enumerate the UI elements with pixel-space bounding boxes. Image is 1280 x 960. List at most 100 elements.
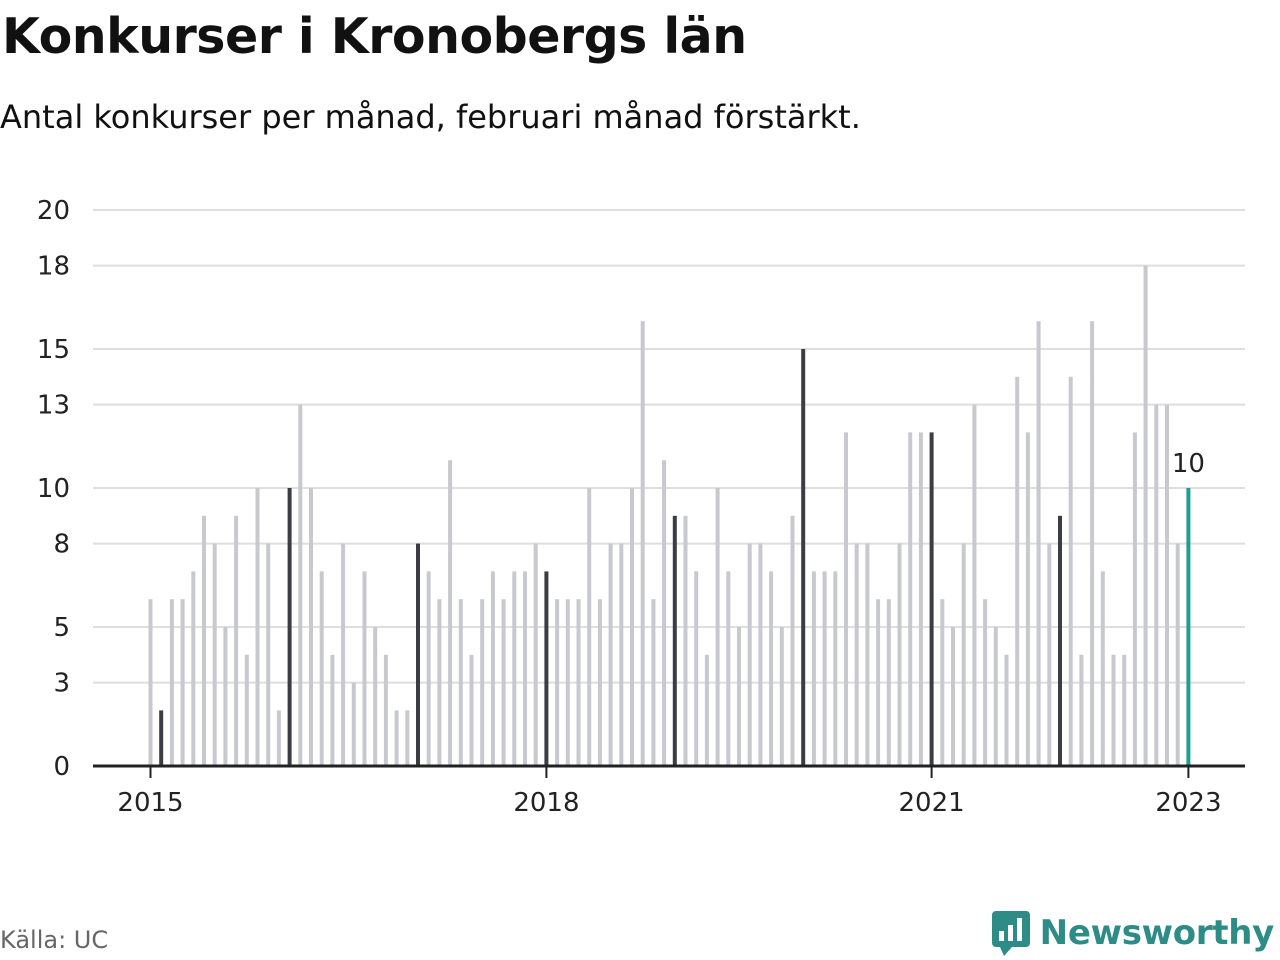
y-axis-ticks: 0 3 5 8 10 13 15 18 20 <box>37 196 70 782</box>
bar <box>576 599 581 766</box>
bar <box>533 543 538 766</box>
bar <box>202 515 206 766</box>
bar <box>972 404 977 766</box>
bar <box>458 599 463 766</box>
bar <box>544 571 549 766</box>
bar <box>244 654 249 766</box>
y-tick-label: 13 <box>37 391 70 421</box>
bar <box>951 627 955 766</box>
bar <box>351 682 356 766</box>
bar <box>993 627 998 766</box>
bar <box>662 460 667 766</box>
bar <box>683 515 688 766</box>
brand-name: Newsworthy <box>1039 913 1275 953</box>
bar <box>1047 543 1052 766</box>
bar <box>704 654 709 766</box>
y-tick-label: 18 <box>37 252 70 282</box>
bar <box>255 488 260 766</box>
bar <box>1100 571 1105 766</box>
bar <box>1165 404 1169 766</box>
bar <box>405 710 410 766</box>
bar <box>383 654 388 766</box>
bar <box>426 571 431 766</box>
bar <box>501 599 506 766</box>
y-tick-label: 3 <box>53 669 70 699</box>
bar <box>918 432 923 766</box>
bar <box>266 543 271 766</box>
brand-logo: Newsworthy <box>990 908 1274 958</box>
bar <box>319 571 324 766</box>
data-labels: 10 <box>1172 449 1205 479</box>
y-tick-label: 15 <box>37 335 70 365</box>
x-axis-ticks: 2015 2018 2021 2023 <box>117 766 1221 818</box>
bar <box>309 488 313 766</box>
bar <box>416 543 420 766</box>
bar <box>769 571 774 766</box>
x-tick-label: 2021 <box>899 788 965 818</box>
bar <box>715 488 720 766</box>
bar <box>865 543 870 766</box>
bar <box>876 599 881 766</box>
bar <box>630 488 634 766</box>
bar <box>480 599 485 766</box>
y-tick-label: 10 <box>37 474 70 504</box>
bar <box>437 599 442 766</box>
latest-value-label: 10 <box>1172 449 1205 479</box>
bar <box>159 710 164 766</box>
bar <box>523 571 527 766</box>
bar <box>565 599 570 766</box>
bar <box>1090 321 1095 766</box>
bar <box>148 599 153 766</box>
bar-chart-speech-bubble-icon <box>991 911 1030 956</box>
bar <box>1122 654 1127 766</box>
bar <box>608 543 613 766</box>
bar <box>276 710 281 766</box>
bar <box>737 627 741 766</box>
bar <box>961 543 966 766</box>
bar <box>1186 488 1191 766</box>
bar <box>169 599 174 766</box>
bar <box>587 488 592 766</box>
bar <box>373 627 378 766</box>
bar <box>983 599 988 766</box>
bar <box>790 515 795 766</box>
bar <box>940 599 945 766</box>
bar <box>854 543 859 766</box>
bar <box>726 571 731 766</box>
y-tick-label: 5 <box>53 613 70 643</box>
chart-subtitle: Antal konkurser per månad, februari måna… <box>0 98 861 136</box>
gridlines <box>93 209 1245 684</box>
bar <box>1175 543 1180 766</box>
bar <box>298 404 303 766</box>
chart-title: Konkurser i Kronobergs län <box>2 8 747 65</box>
bar <box>1079 654 1084 766</box>
bar <box>929 432 934 766</box>
bar <box>651 599 656 766</box>
bar <box>223 627 228 766</box>
bar <box>1015 376 1020 766</box>
source-note: Källa: UC <box>0 926 109 954</box>
bar <box>394 710 399 766</box>
bar <box>1154 404 1159 766</box>
bars <box>148 265 1191 766</box>
bar <box>908 432 913 766</box>
bar <box>448 460 453 766</box>
bar <box>801 349 806 766</box>
bar <box>341 543 346 766</box>
bar <box>191 571 196 766</box>
bar <box>1025 432 1030 766</box>
bar <box>886 599 891 766</box>
bar <box>597 599 602 766</box>
bar <box>640 321 645 766</box>
bar <box>619 543 624 766</box>
bar <box>811 571 816 766</box>
bar <box>672 515 677 766</box>
bar <box>1068 376 1073 766</box>
bar <box>747 543 752 766</box>
bar <box>694 571 699 766</box>
bar <box>1036 321 1041 766</box>
bar <box>1132 432 1137 766</box>
y-tick-label: 20 <box>37 196 70 226</box>
bar <box>490 571 495 766</box>
bar <box>469 654 474 766</box>
